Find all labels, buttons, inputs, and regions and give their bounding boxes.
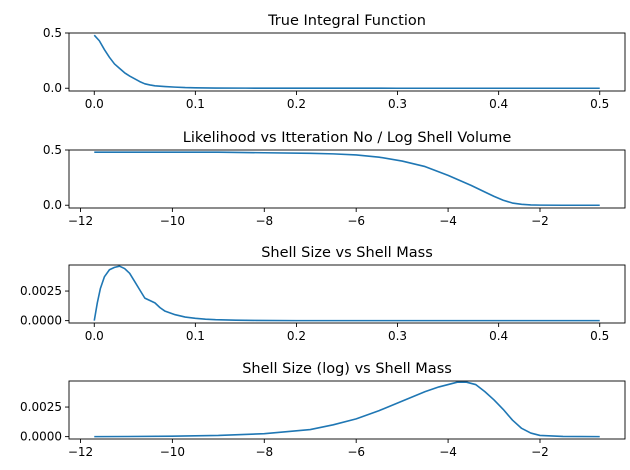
chart-title: True Integral Function bbox=[267, 13, 426, 29]
x-tick-label: −8 bbox=[255, 445, 273, 459]
chart-panel-1: True Integral Function 0.0 0.1 0.2 0.3 0.4 0.5… bbox=[43, 13, 626, 111]
chart-panel-2: Likelihood vs Itteration No / Log Shell … bbox=[43, 130, 626, 228]
y-tick-label: 0.0 bbox=[43, 81, 62, 95]
x-tick-label: 0.0 bbox=[85, 329, 104, 343]
y-tick-label: 0.0 bbox=[43, 198, 62, 212]
x-tick-label: −2 bbox=[531, 445, 549, 459]
x-tick-label: 0.0 bbox=[85, 97, 104, 111]
x-tick-label: −10 bbox=[160, 445, 185, 459]
series-line bbox=[93, 265, 600, 322]
x-tick-label: −6 bbox=[347, 445, 365, 459]
x-tick-label: −2 bbox=[531, 214, 549, 228]
series-line bbox=[93, 34, 600, 90]
x-tick-label: −12 bbox=[68, 214, 93, 228]
y-tick-label: 0.5 bbox=[43, 26, 62, 40]
y-tick-label: 0.0025 bbox=[20, 284, 62, 298]
x-tick-label: 0.4 bbox=[489, 97, 508, 111]
axes-frame bbox=[68, 149, 626, 209]
x-tick-label: −6 bbox=[347, 214, 365, 228]
x-tick-label: 0.1 bbox=[186, 97, 205, 111]
x-tick-label: 0.5 bbox=[590, 329, 609, 343]
chart-panel-3: Shell Size vs Shell Mass 0.0 0.1 0.2 0.3 0.4 0… bbox=[20, 245, 626, 343]
chart-title: Likelihood vs Itteration No / Log Shell … bbox=[183, 130, 512, 146]
series-line bbox=[94, 151, 600, 207]
x-tick-label: 0.3 bbox=[388, 329, 407, 343]
y-tick-label: 0.0025 bbox=[20, 400, 62, 414]
x-tick-label: 0.2 bbox=[287, 329, 306, 343]
series-line bbox=[94, 381, 600, 438]
y-tick-label: 0.0000 bbox=[20, 314, 62, 328]
x-tick-label: 0.3 bbox=[388, 97, 407, 111]
y-tick-label: 0.5 bbox=[43, 143, 62, 157]
x-tick-label: −10 bbox=[160, 214, 185, 228]
chart-panel-4: Shell Size (log) vs Shell Mass −12 −10 −8 −6… bbox=[20, 361, 626, 459]
y-tick-label: 0.0000 bbox=[20, 430, 62, 444]
x-tick-label: 0.5 bbox=[590, 97, 609, 111]
x-tick-label: −4 bbox=[439, 214, 457, 228]
x-tick-label: 0.4 bbox=[489, 329, 508, 343]
x-tick-label: 0.1 bbox=[186, 329, 205, 343]
x-tick-label: −12 bbox=[68, 445, 93, 459]
chart-title: Shell Size (log) vs Shell Mass bbox=[242, 361, 452, 377]
x-tick-label: −8 bbox=[255, 214, 273, 228]
chart-title: Shell Size vs Shell Mass bbox=[261, 245, 433, 261]
axes-frame bbox=[68, 380, 626, 440]
axes-frame bbox=[68, 264, 626, 324]
x-tick-label: 0.2 bbox=[287, 97, 306, 111]
x-tick-label: −4 bbox=[439, 445, 457, 459]
axes-frame bbox=[68, 32, 626, 92]
